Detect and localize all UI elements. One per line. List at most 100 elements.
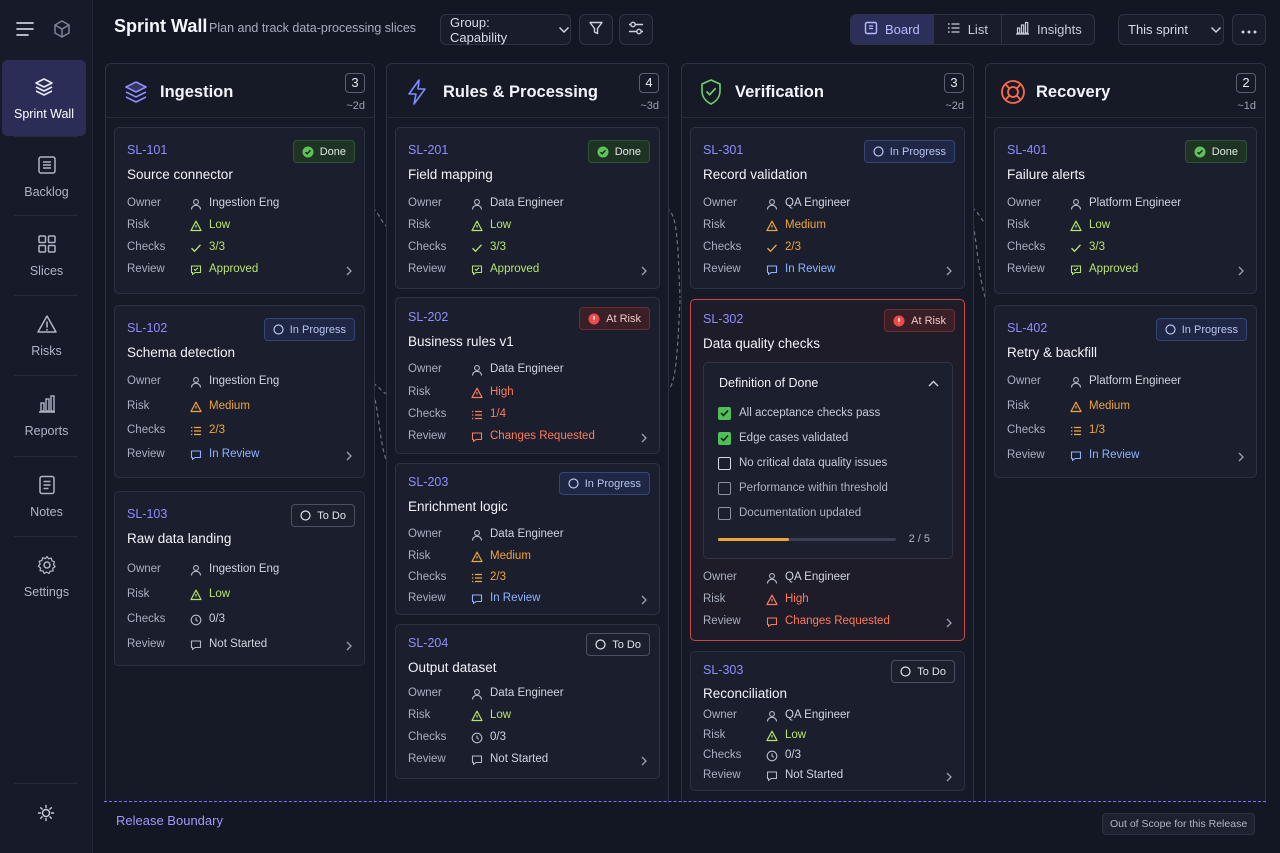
view-insights-label: Insights bbox=[1036, 22, 1082, 37]
risk-value: Medium bbox=[785, 219, 826, 231]
sun-icon[interactable] bbox=[37, 804, 55, 827]
checkbox-checked[interactable] bbox=[718, 406, 731, 420]
review-row[interactable]: Review In Review bbox=[703, 263, 952, 279]
review-value: Changes Requested bbox=[785, 615, 890, 627]
filter-button[interactable] bbox=[579, 14, 613, 45]
dod-item[interactable]: Edge cases validated bbox=[718, 430, 848, 446]
sidebar-item-reports[interactable]: Reports bbox=[0, 377, 93, 453]
checkbox-checked[interactable] bbox=[718, 431, 731, 445]
chevron-right-icon[interactable] bbox=[641, 756, 647, 766]
adjust-button[interactable] bbox=[619, 14, 653, 45]
slice-id[interactable]: SL-103 bbox=[127, 507, 168, 521]
sprint-range-dropdown[interactable]: This sprint bbox=[1118, 14, 1224, 45]
comment-alert-icon bbox=[471, 432, 483, 443]
risk-row: Risk Low bbox=[127, 219, 352, 235]
review-row[interactable]: Review In Review bbox=[408, 592, 647, 608]
review-row[interactable]: Review In Review bbox=[1007, 449, 1244, 465]
sidebar-item-risks[interactable]: Risks bbox=[0, 297, 93, 373]
slice-id[interactable]: SL-201 bbox=[408, 143, 449, 157]
risk-value: Low bbox=[490, 709, 512, 721]
warning-icon bbox=[36, 313, 58, 335]
slice-card[interactable]: SL-102 Schema detection In Progress Owne… bbox=[114, 305, 365, 478]
chevron-up-icon[interactable] bbox=[928, 380, 939, 387]
slice-card[interactable]: SL-204 Output dataset To Do Owner Data En… bbox=[395, 624, 660, 779]
sidebar-item-sprint-wall[interactable]: Sprint Wall bbox=[2, 60, 86, 136]
slice-card[interactable]: SL-302 Data quality checks At Risk Defin… bbox=[690, 299, 965, 641]
column-header: Verification 3 ~2d bbox=[682, 64, 973, 118]
checks-label: Checks bbox=[127, 424, 166, 436]
slice-card[interactable]: SL-301 Record validation In Progress Own… bbox=[690, 127, 965, 289]
slice-card[interactable]: SL-401 Failure alerts Done Owner Platform… bbox=[994, 127, 1257, 294]
slice-card[interactable]: SL-202 Business rules v1 At Risk Owner Da… bbox=[395, 297, 660, 454]
checkbox[interactable] bbox=[718, 481, 731, 495]
view-list-tab[interactable]: List bbox=[934, 15, 1002, 44]
review-row[interactable]: Review Not Started bbox=[703, 769, 952, 785]
chevron-right-icon[interactable] bbox=[346, 266, 352, 276]
slice-id[interactable]: SL-402 bbox=[1007, 321, 1048, 335]
checks-label: Checks bbox=[703, 749, 742, 761]
slice-id[interactable]: SL-202 bbox=[408, 310, 449, 324]
review-label: Review bbox=[703, 615, 741, 627]
slice-id[interactable]: SL-302 bbox=[703, 312, 744, 326]
review-label: Review bbox=[408, 753, 446, 765]
review-value: In Review bbox=[209, 448, 260, 460]
chevron-right-icon[interactable] bbox=[946, 772, 952, 782]
view-insights-tab[interactable]: Insights bbox=[1002, 15, 1095, 44]
chevron-right-icon[interactable] bbox=[1238, 452, 1244, 462]
checks-label: Checks bbox=[408, 408, 447, 420]
warning-icon bbox=[766, 594, 778, 606]
slice-id[interactable]: SL-102 bbox=[127, 321, 168, 335]
slice-card[interactable]: SL-402 Retry & backfill In Progress Owne… bbox=[994, 305, 1257, 478]
sidebar-item-notes[interactable]: Notes bbox=[0, 458, 93, 534]
sidebar-item-settings[interactable]: Settings bbox=[0, 538, 93, 614]
sidebar-item-backlog[interactable]: Backlog bbox=[0, 138, 93, 214]
status-badge: Done bbox=[587, 140, 650, 163]
checkbox[interactable] bbox=[718, 506, 731, 520]
slice-card[interactable]: SL-101 Source connector Done Owner Ingest… bbox=[114, 127, 365, 294]
review-row[interactable]: Review Approved bbox=[127, 263, 352, 279]
dod-item[interactable]: All acceptance checks pass bbox=[718, 405, 880, 421]
status-text: To Do bbox=[612, 638, 641, 651]
checks-label: Checks bbox=[703, 241, 742, 253]
slice-id[interactable]: SL-301 bbox=[703, 143, 744, 157]
slice-card[interactable]: SL-103 Raw data landing To Do Owner Inges… bbox=[114, 491, 365, 666]
slice-id[interactable]: SL-401 bbox=[1007, 143, 1048, 157]
slice-id[interactable]: SL-203 bbox=[408, 475, 449, 489]
slice-title: Reconciliation bbox=[703, 686, 788, 701]
chevron-right-icon[interactable] bbox=[1238, 266, 1244, 276]
slice-id[interactable]: SL-303 bbox=[703, 663, 744, 677]
chevron-right-icon[interactable] bbox=[346, 641, 352, 651]
menu-icon[interactable] bbox=[16, 22, 34, 36]
dod-item[interactable]: No critical data quality issues bbox=[718, 455, 887, 471]
group-by-dropdown[interactable]: Group: Capability bbox=[440, 14, 571, 45]
chevron-right-icon[interactable] bbox=[641, 433, 647, 443]
review-row[interactable]: Review In Review bbox=[127, 448, 352, 464]
warning-icon bbox=[190, 220, 202, 232]
dod-item[interactable]: Performance within threshold bbox=[718, 480, 888, 496]
review-row[interactable]: Review Approved bbox=[408, 263, 647, 279]
chevron-right-icon[interactable] bbox=[641, 595, 647, 605]
slice-card[interactable]: SL-203 Enrichment logic In Progress Owne… bbox=[395, 463, 660, 615]
review-row[interactable]: Review Changes Requested bbox=[703, 615, 952, 631]
review-row[interactable]: Review Changes Requested bbox=[408, 430, 647, 446]
review-row[interactable]: Review Not Started bbox=[408, 753, 647, 769]
dod-item[interactable]: Documentation updated bbox=[718, 505, 861, 521]
more-options-button[interactable] bbox=[1232, 14, 1266, 45]
chevron-right-icon[interactable] bbox=[641, 266, 647, 276]
review-row[interactable]: Review Not Started bbox=[127, 638, 352, 654]
slice-card[interactable]: SL-303 Reconciliation To Do Owner QA Engi… bbox=[690, 651, 965, 791]
slice-card[interactable]: SL-201 Field mapping Done Owner Data Engi… bbox=[395, 127, 660, 289]
checkbox[interactable] bbox=[718, 456, 731, 470]
check-circle-icon bbox=[597, 146, 609, 157]
owner-row: Owner Data Engineer bbox=[408, 197, 647, 213]
slice-id[interactable]: SL-204 bbox=[408, 636, 449, 650]
dod-progress-fill bbox=[718, 538, 790, 541]
chevron-right-icon[interactable] bbox=[946, 618, 952, 628]
review-row[interactable]: Review Approved bbox=[1007, 263, 1244, 279]
chevron-right-icon[interactable] bbox=[946, 266, 952, 276]
view-board-tab[interactable]: Board bbox=[851, 15, 934, 44]
sidebar-item-slices[interactable]: Slices bbox=[0, 217, 93, 293]
slice-id[interactable]: SL-101 bbox=[127, 143, 168, 157]
lifebuoy-icon bbox=[999, 78, 1027, 111]
chevron-right-icon[interactable] bbox=[346, 451, 352, 461]
